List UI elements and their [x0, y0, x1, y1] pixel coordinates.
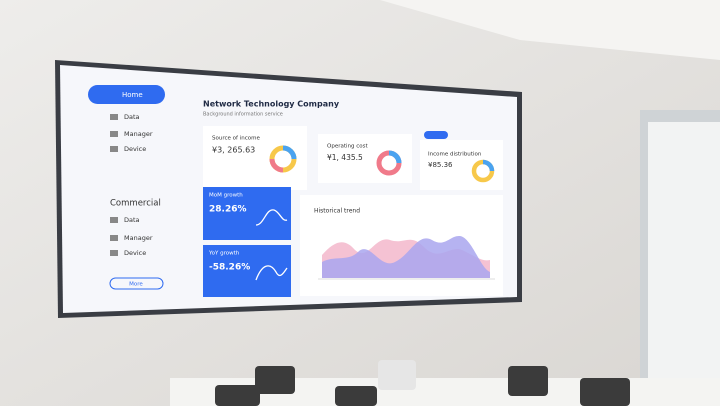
card-value: ¥1, 435.5 [327, 153, 363, 162]
home-pill[interactable] [88, 85, 165, 104]
icon [110, 114, 118, 120]
nav-item[interactable]: Manager [124, 130, 153, 138]
icon [110, 146, 118, 152]
icon [110, 235, 118, 241]
growth-value: 28.26% [209, 205, 247, 215]
card-title: Income distribution [428, 152, 482, 158]
donut-seg [269, 158, 284, 173]
nav-item[interactable]: Data [124, 113, 140, 121]
growth-value: -58.26% [209, 263, 250, 273]
donut-seg [388, 150, 402, 164]
icon [110, 131, 118, 137]
chair [580, 378, 630, 406]
card [203, 126, 307, 190]
card-value: ¥85.36 [428, 161, 453, 169]
icon [110, 250, 118, 256]
nav-item[interactable]: Device [124, 145, 146, 153]
donut-seg [282, 145, 297, 160]
more-label[interactable]: More [129, 282, 143, 288]
growth-card [203, 187, 291, 240]
tab-active[interactable] [424, 131, 448, 139]
growth-title: MoM growth [209, 193, 243, 199]
chair [378, 360, 416, 390]
chair [335, 386, 377, 406]
icon [110, 217, 118, 223]
growth-title: YoY growth [208, 251, 240, 257]
nav-item[interactable]: Manager [124, 234, 153, 242]
nav-item[interactable]: Data [124, 216, 140, 224]
nav-home[interactable]: Home [122, 91, 143, 99]
area [322, 235, 490, 278]
title: Network Technology Company [203, 100, 340, 109]
more-button[interactable] [109, 277, 164, 290]
nav-section: Commercial [110, 199, 161, 209]
trend-title: Historical trend [314, 208, 360, 215]
card-value: ¥3, 265.63 [212, 146, 255, 155]
card-title: Source of income [212, 136, 260, 142]
card-title: Operating cost [327, 144, 369, 150]
chair [508, 366, 548, 396]
sparkline [255, 209, 288, 226]
subtitle: Background information service [203, 112, 283, 118]
donut-seg [482, 159, 495, 172]
chair [255, 366, 295, 394]
window [648, 122, 720, 406]
chair [215, 385, 260, 406]
nav-item[interactable]: Device [124, 249, 146, 257]
growth-card [203, 245, 291, 297]
ceiling [380, 0, 720, 60]
sparkline [255, 265, 288, 281]
